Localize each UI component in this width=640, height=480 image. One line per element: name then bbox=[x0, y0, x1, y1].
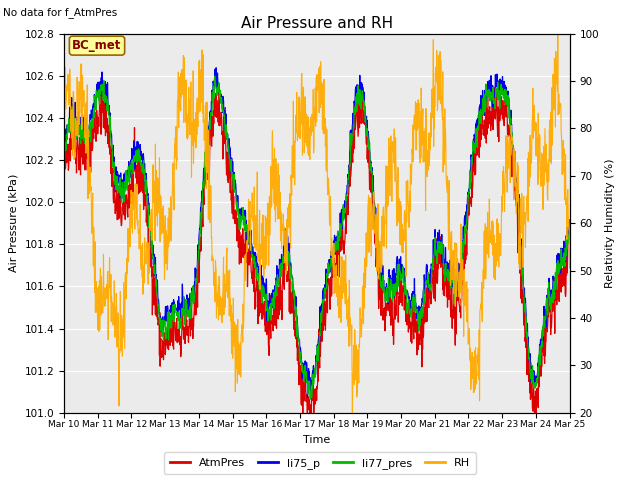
li77_pres bbox=[294, 338, 302, 344]
AtmPres bbox=[120, 212, 128, 218]
li77_pres bbox=[349, 133, 356, 139]
RH bbox=[275, 183, 282, 189]
RH bbox=[120, 280, 127, 286]
Y-axis label: Relativity Humidity (%): Relativity Humidity (%) bbox=[605, 158, 614, 288]
li77_pres bbox=[99, 97, 107, 103]
Text: BC_met: BC_met bbox=[72, 39, 122, 52]
RH bbox=[554, 31, 562, 36]
RH bbox=[294, 134, 302, 140]
RH bbox=[566, 265, 573, 271]
AtmPres bbox=[60, 168, 68, 173]
Text: No data for f_AtmPres: No data for f_AtmPres bbox=[3, 7, 118, 18]
Legend: AtmPres, li75_p, li77_pres, RH: AtmPres, li75_p, li77_pres, RH bbox=[164, 453, 476, 474]
RH bbox=[99, 303, 107, 309]
li75_p bbox=[120, 172, 127, 178]
AtmPres bbox=[566, 234, 573, 240]
AtmPres bbox=[294, 361, 302, 367]
Line: li77_pres: li77_pres bbox=[64, 76, 570, 399]
Y-axis label: Air Pressure (kPa): Air Pressure (kPa) bbox=[9, 174, 19, 272]
li75_p bbox=[275, 268, 283, 274]
li77_pres bbox=[285, 251, 293, 256]
X-axis label: Time: Time bbox=[303, 435, 330, 445]
li77_pres bbox=[307, 396, 314, 402]
li75_p bbox=[294, 333, 302, 339]
RH bbox=[60, 73, 68, 79]
li77_pres bbox=[120, 187, 127, 193]
AtmPres bbox=[349, 154, 356, 160]
AtmPres bbox=[100, 125, 108, 131]
AtmPres bbox=[285, 309, 293, 314]
li75_p bbox=[99, 78, 107, 84]
li75_p bbox=[285, 240, 293, 246]
Line: RH: RH bbox=[64, 34, 570, 413]
Title: Air Pressure and RH: Air Pressure and RH bbox=[241, 16, 393, 31]
Line: li75_p: li75_p bbox=[64, 68, 570, 397]
li75_p bbox=[60, 143, 68, 149]
li77_pres bbox=[60, 162, 68, 168]
RH bbox=[348, 322, 356, 328]
li75_p bbox=[212, 65, 220, 71]
RH bbox=[349, 410, 356, 416]
Line: AtmPres: AtmPres bbox=[64, 75, 570, 413]
li77_pres bbox=[275, 279, 283, 285]
AtmPres bbox=[299, 410, 307, 416]
AtmPres bbox=[99, 72, 106, 78]
li75_p bbox=[304, 395, 312, 400]
li75_p bbox=[349, 122, 356, 128]
li77_pres bbox=[211, 73, 219, 79]
RH bbox=[285, 221, 293, 227]
li75_p bbox=[566, 221, 573, 227]
li77_pres bbox=[566, 217, 573, 223]
AtmPres bbox=[275, 296, 283, 301]
